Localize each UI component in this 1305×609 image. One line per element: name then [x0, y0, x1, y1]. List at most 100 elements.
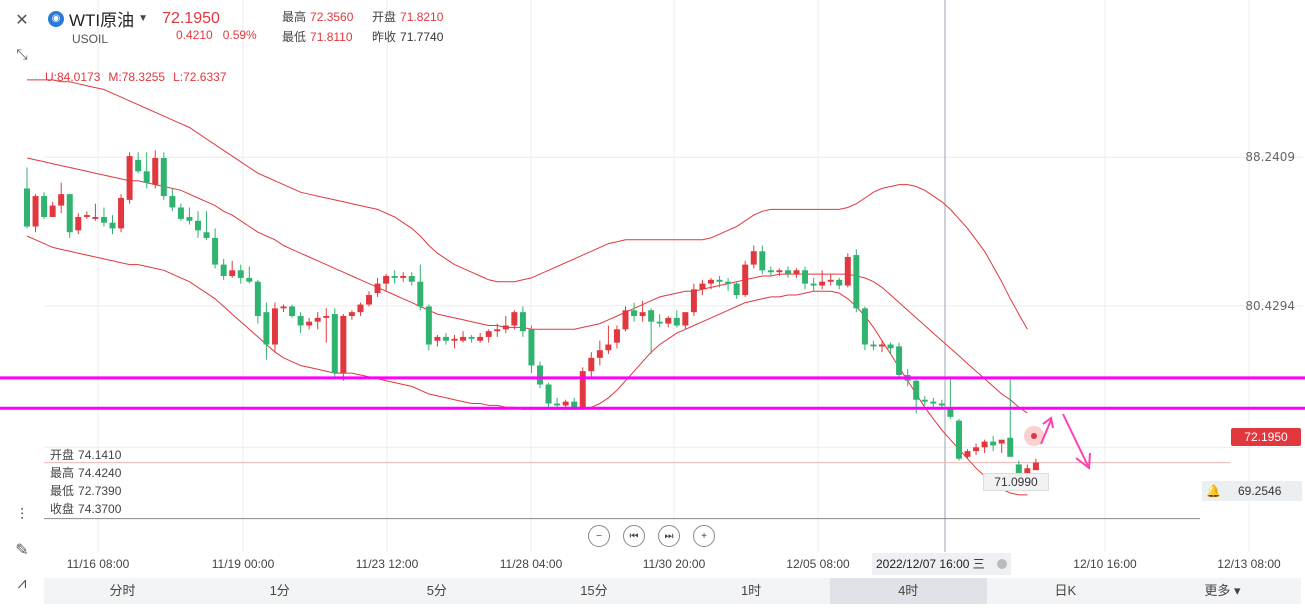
- tab-timeframe[interactable]: 日K: [1054, 583, 1077, 598]
- tab-timeframe[interactable]: 1分: [269, 583, 290, 598]
- cursor-dot-icon[interactable]: [996, 559, 1007, 569]
- chevron-down-icon[interactable]: ▼: [138, 13, 149, 24]
- boll-middle: M:78.3255: [108, 70, 166, 84]
- zoom-out-icon[interactable]: −: [588, 525, 610, 547]
- candle: [998, 439, 1005, 454]
- candle-body: [92, 216, 99, 219]
- candle: [973, 443, 980, 455]
- candle-body: [682, 312, 689, 326]
- candle: [682, 312, 689, 330]
- candle-body: [571, 401, 578, 408]
- candle-body: [477, 336, 484, 341]
- step-back-icon[interactable]: ⏮: [623, 525, 645, 547]
- y-axis-label: 80.4294: [1245, 299, 1295, 313]
- candle-body: [100, 216, 107, 223]
- candle: [990, 435, 997, 452]
- candle-body: [152, 157, 159, 185]
- candle-body: [981, 441, 988, 448]
- candle: [271, 302, 278, 353]
- bell-icon[interactable]: 🔔: [1206, 484, 1221, 498]
- draw-pen-icon[interactable]: ✎: [15, 542, 29, 559]
- candle: [366, 291, 372, 307]
- candle-body: [494, 329, 501, 332]
- collapse-icon[interactable]: ⤡: [16, 45, 28, 62]
- candle: [357, 302, 364, 316]
- candle: [665, 315, 672, 328]
- candle: [964, 449, 971, 459]
- low-value: 71.8110: [310, 30, 353, 44]
- tab-timeframe[interactable]: 更多 ▾: [1204, 583, 1241, 598]
- x-axis-label: 11/16 08:00: [66, 557, 130, 571]
- candle: [819, 270, 826, 290]
- candle: [648, 308, 655, 355]
- candle: [725, 277, 732, 292]
- close-icon[interactable]: ✕: [15, 12, 29, 29]
- candle: [229, 260, 236, 278]
- line-chart-icon[interactable]: ⩘: [17, 575, 27, 592]
- candle: [955, 418, 962, 461]
- candle: [100, 207, 107, 227]
- symbol-code: USOIL: [72, 32, 109, 46]
- step-forward-icon[interactable]: ⏭: [658, 525, 680, 547]
- candle: [186, 207, 193, 225]
- candle: [690, 283, 697, 316]
- candle: [75, 213, 82, 235]
- candle: [1007, 378, 1014, 457]
- tab-timeframe[interactable]: 15分: [580, 583, 608, 598]
- x-axis: 11/16 08:00 11/19 00:00 11/23 12:00 11/28 0…: [44, 555, 1305, 575]
- candle: [143, 152, 150, 189]
- tab-timeframe[interactable]: 5分: [426, 583, 447, 598]
- candle: [306, 317, 313, 330]
- zoom-in-icon[interactable]: +: [693, 525, 715, 547]
- candle-body: [314, 317, 321, 322]
- forecast-arrowhead-down: [1075, 452, 1091, 470]
- candle-body: [49, 205, 56, 217]
- x-axis-label: 11/23 12:00: [355, 557, 419, 571]
- current-price-tag: 72.1950: [1231, 428, 1301, 446]
- candle-body: [366, 295, 372, 305]
- candle-body: [588, 357, 595, 372]
- candle: [673, 310, 680, 328]
- candle-body: [879, 344, 885, 347]
- candle: [340, 314, 347, 381]
- candle-body: [348, 312, 355, 316]
- candle: [425, 304, 432, 351]
- candle: [297, 312, 304, 334]
- candle: [383, 274, 390, 292]
- candle-body: [870, 344, 877, 347]
- candle-body: [913, 380, 920, 400]
- price-change: 0.4210 0.59%: [176, 28, 267, 42]
- tab-timeframe[interactable]: 分时: [109, 583, 136, 598]
- candle: [434, 335, 441, 347]
- candle-body: [468, 336, 475, 339]
- candle-body: [1032, 462, 1039, 471]
- candle-body: [648, 310, 655, 322]
- candle: [545, 382, 552, 408]
- y-axis-label: 88.2409: [1245, 150, 1295, 164]
- candle: [579, 367, 586, 410]
- symbol-selector[interactable]: ◉ WTI原油 ▼ 72.1950: [48, 6, 220, 31]
- high-label: 最高: [282, 10, 307, 24]
- candle-body: [442, 336, 449, 341]
- alert-price-tag[interactable]: 🔔 69.2546: [1202, 481, 1302, 501]
- indicator-icon[interactable]: ⫶: [19, 507, 24, 524]
- candle: [177, 203, 184, 221]
- candle: [109, 215, 116, 235]
- candle: [870, 340, 877, 351]
- cursor-date-label: 2022/12/07 16:00 三: [872, 553, 1011, 575]
- candle: [348, 310, 355, 320]
- candle: [631, 302, 638, 322]
- tab-timeframe[interactable]: 1时: [740, 583, 762, 598]
- candle-body: [177, 207, 184, 219]
- candle-body: [1007, 437, 1014, 457]
- bollinger-bands: [26, 79, 1028, 496]
- candles: [24, 150, 1039, 484]
- last-price: 72.1950: [162, 9, 220, 27]
- alert-price: 69.2546: [1238, 484, 1282, 498]
- tab-timeframe[interactable]: 4时: [829, 578, 987, 604]
- candle-body: [998, 439, 1005, 444]
- low-label: 最低: [282, 30, 307, 44]
- candle-body: [306, 321, 313, 326]
